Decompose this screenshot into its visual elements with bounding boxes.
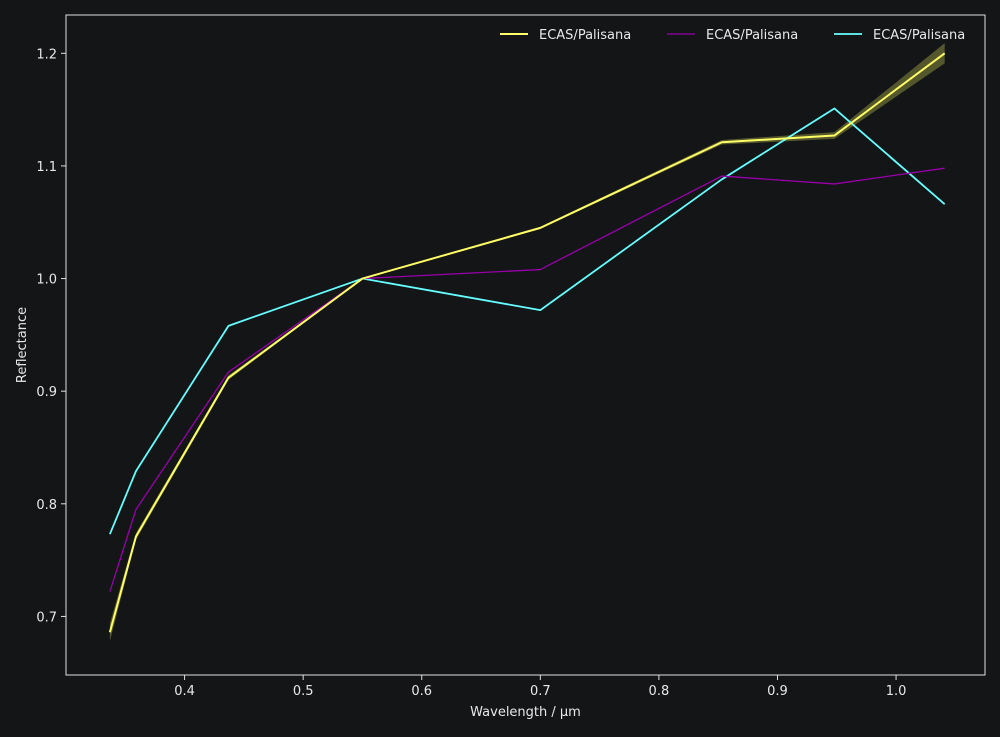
series-line-2: [109, 107, 946, 535]
y-tick-label: 1.1: [36, 160, 57, 175]
y-axis-ticks: 0.7 0.8 0.9 1.0 1.1 1.2: [36, 47, 66, 625]
series-line-1: [109, 167, 945, 592]
x-axis-label: Wavelength / µm: [470, 705, 581, 720]
plot-frame: [65, 14, 986, 676]
x-tick-label: 0.6: [411, 684, 432, 699]
y-tick-label: 0.7: [36, 610, 57, 625]
confidence-bands: [109, 43, 945, 642]
x-tick-label: 0.7: [530, 684, 551, 699]
series-line-0: [108, 52, 946, 633]
x-tick-label: 1.0: [886, 684, 907, 699]
y-axis-label: Reflectance: [15, 307, 30, 383]
legend-label-0: ECAS/Palisana: [539, 28, 631, 43]
legend-label-2: ECAS/Palisana: [873, 28, 965, 43]
legend: ECAS/Palisana ECAS/Palisana ECAS/Palisana: [500, 28, 965, 43]
x-tick-label: 0.4: [174, 684, 195, 699]
x-tick-label: 0.9: [767, 684, 788, 699]
y-tick-label: 0.9: [36, 385, 57, 400]
y-tick-label: 0.8: [36, 498, 57, 513]
x-tick-label: 0.5: [293, 684, 314, 699]
series-band-0: [109, 43, 945, 642]
legend-label-1: ECAS/Palisana: [706, 28, 798, 43]
series-lines: [108, 52, 946, 633]
y-tick-label: 1.2: [36, 47, 57, 62]
y-tick-label: 1.0: [36, 273, 57, 288]
x-tick-label: 0.8: [649, 684, 670, 699]
x-axis-ticks: 0.4 0.5 0.6 0.7 0.8 0.9 1.0: [174, 675, 906, 699]
